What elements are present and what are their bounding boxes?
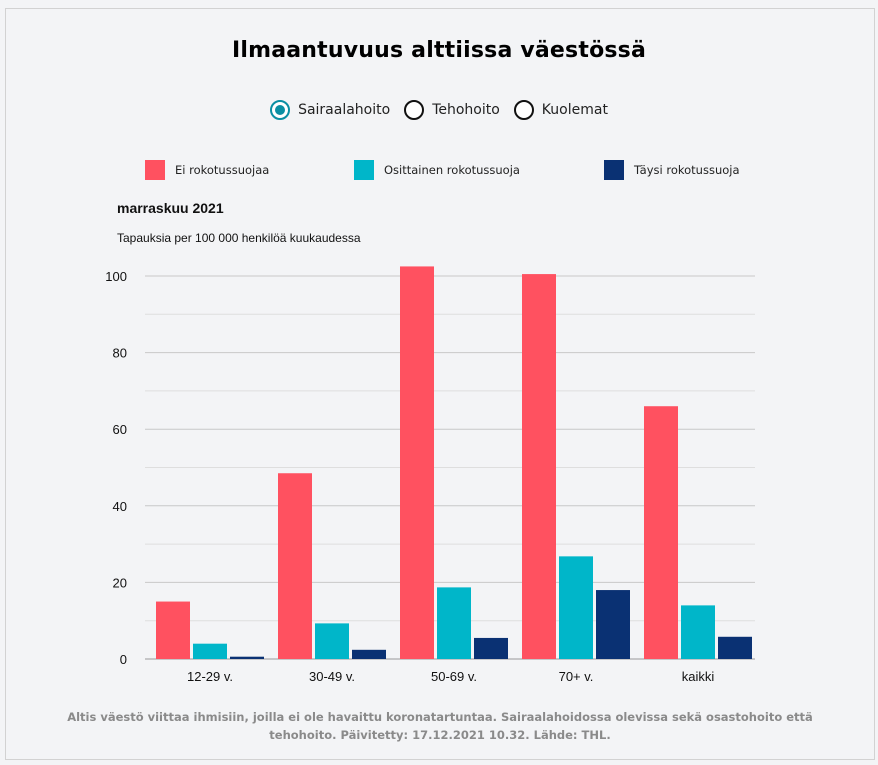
legend-item-partial[interactable]: Osittainen rokotussuoja <box>354 160 520 180</box>
bar-unvaccinated[interactable] <box>156 601 190 659</box>
radio-label: Sairaalahoito <box>298 102 391 118</box>
footnote: Altis väestö viittaa ihmisiin, joilla ei… <box>67 710 813 742</box>
bar-full[interactable] <box>230 656 264 659</box>
legend-label: Ei rokotussuojaa <box>175 163 270 177</box>
bar-unvaccinated[interactable] <box>644 406 678 659</box>
chart-subtitle: Tapauksia per 100 000 henkilöä kuukaudes… <box>117 231 361 245</box>
x-tick-label: 50-69 v. <box>431 669 477 684</box>
legend-item-full[interactable]: Täysi rokotussuoja <box>604 160 740 180</box>
bar-partial[interactable] <box>681 605 715 659</box>
radio-circle-icon[interactable] <box>513 100 534 120</box>
bar-unvaccinated[interactable] <box>522 274 556 659</box>
x-tick-label: 12-29 v. <box>187 669 233 684</box>
legend-item-unvaccinated[interactable]: Ei rokotussuojaa <box>145 160 269 180</box>
chart-main-title: Ilmaantuvuus alttiissa väestössä <box>231 38 647 63</box>
radio-kuolemat[interactable]: Kuolemat <box>513 100 608 120</box>
y-tick-label: 40 <box>113 499 127 514</box>
bar-full[interactable] <box>352 649 386 659</box>
bar-full[interactable] <box>718 636 752 659</box>
bar-unvaccinated[interactable] <box>278 473 312 659</box>
x-tick-label: 30-49 v. <box>309 669 355 684</box>
x-tick-label: 70+ v. <box>559 669 594 684</box>
legend-swatch <box>145 160 165 180</box>
y-tick-label: 60 <box>113 422 127 437</box>
radio-label: Kuolemat <box>541 102 608 118</box>
y-tick-label: 100 <box>105 269 127 284</box>
y-tick-label: 20 <box>113 575 127 590</box>
radio-tehohoito[interactable]: Tehohoito <box>404 100 500 120</box>
radio-circle-icon[interactable] <box>404 100 425 120</box>
legend-label: Täysi rokotussuoja <box>634 163 740 177</box>
bar-full[interactable] <box>474 637 508 659</box>
y-tick-label: 80 <box>113 346 127 361</box>
y-tick-label: 0 <box>120 652 127 667</box>
bar-partial[interactable] <box>559 556 593 659</box>
radio-circle-icon[interactable] <box>270 100 291 120</box>
metric-radio-group: Sairaalahoito Tehohoito Kuolemat <box>0 100 878 120</box>
legend-label: Osittainen rokotussuoja <box>384 163 520 177</box>
radio-label: Tehohoito <box>432 102 500 118</box>
bar-partial[interactable] <box>437 587 471 659</box>
bar-unvaccinated[interactable] <box>400 266 434 659</box>
chart-period-title: marraskuu 2021 <box>117 200 224 216</box>
x-tick-label: kaikki <box>682 669 715 684</box>
bar-full[interactable] <box>596 590 630 659</box>
legend-swatch <box>354 160 374 180</box>
bar-partial[interactable] <box>315 623 349 659</box>
radio-sairaalahoito[interactable]: Sairaalahoito <box>270 100 390 120</box>
bar-partial[interactable] <box>193 643 227 659</box>
legend-swatch <box>604 160 624 180</box>
